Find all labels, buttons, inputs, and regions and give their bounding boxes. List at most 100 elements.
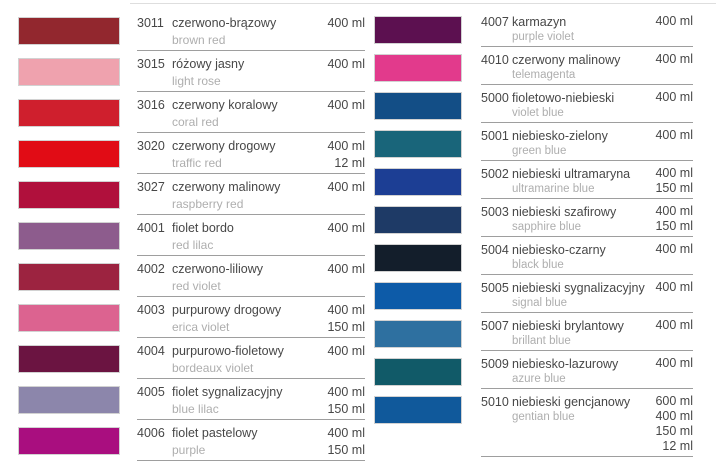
color-row-info: 4006 fiolet pastelowy purple 400 ml 150 m… xyxy=(137,420,365,461)
volume-value: 150 ml xyxy=(655,424,693,438)
color-name-pl: niebieski gencjanowy xyxy=(512,395,631,409)
color-row-info: 5004 niebiesko-czarny black blue 400 ml xyxy=(481,238,693,275)
color-name-pl: fiolet pastelowy xyxy=(172,426,258,440)
color-name-en: light rose xyxy=(172,74,221,88)
color-swatch xyxy=(374,206,462,234)
color-swatch xyxy=(18,304,120,332)
volume-value: 12 ml xyxy=(662,439,693,453)
color-code: 3016 xyxy=(137,98,165,112)
color-names: czerwony koralowy coral red xyxy=(172,97,327,130)
color-names: czerwony malinowy raspberry red xyxy=(172,179,327,212)
color-swatch xyxy=(18,58,120,86)
color-name-en: blue lilac xyxy=(172,402,219,416)
volume-value: 150 ml xyxy=(655,181,693,195)
volume-value: 150 ml xyxy=(327,442,365,457)
volume-list: 400 ml 150 ml xyxy=(327,302,365,335)
volume-list: 400 ml xyxy=(655,128,693,158)
color-swatch xyxy=(374,320,462,348)
volume-value: 400 ml xyxy=(655,280,693,294)
color-row-info: 4002 czerwono-liliowy red violet 400 ml xyxy=(137,256,365,297)
color-name-en: bordeaux violet xyxy=(172,361,254,375)
color-row-info: 5007 niebieski brylantowy brillant blue … xyxy=(481,314,693,351)
color-name-en: raspberry red xyxy=(172,197,244,211)
color-names: niebieski gencjanowy gentian blue xyxy=(512,394,655,454)
color-names: niebiesko-czarny black blue xyxy=(512,242,655,272)
color-name-pl: niebiesko-zielony xyxy=(512,129,608,143)
color-names: fioletowo-niebieski violet blue xyxy=(512,90,655,120)
color-name-pl: różowy jasny xyxy=(172,57,245,71)
color-row: 4007 karmazyn purple violet 400 ml xyxy=(374,10,693,48)
volume-list: 400 ml xyxy=(655,52,693,82)
color-swatch xyxy=(374,282,462,310)
color-row: 4005 fiolet sygnalizacyjny blue lilac 40… xyxy=(18,379,365,420)
color-row: 5005 niebieski sygnalizacyjny signal blu… xyxy=(374,276,693,314)
color-swatch xyxy=(374,396,462,424)
color-code: 4002 xyxy=(137,262,165,276)
color-code: 5004 xyxy=(481,243,509,257)
color-row-info: 4004 purpurowo-fioletowy bordeaux violet… xyxy=(137,338,365,379)
color-row-info: 5005 niebieski sygnalizacyjny signal blu… xyxy=(481,276,693,313)
color-name-en: azure blue xyxy=(512,373,566,385)
color-code: 3020 xyxy=(137,139,165,153)
color-row: 4001 fiolet bordo red lilac 400 ml xyxy=(18,215,365,256)
color-name-en: traffic red xyxy=(172,156,222,170)
color-names: karmazyn purple violet xyxy=(512,14,655,44)
color-code: 3015 xyxy=(137,57,165,71)
color-swatch xyxy=(18,263,120,291)
volume-value: 400 ml xyxy=(655,242,693,256)
volume-list: 400 ml xyxy=(327,179,365,212)
volume-value: 400 ml xyxy=(655,166,693,180)
color-row: 3027 czerwony malinowy raspberry red 400… xyxy=(18,174,365,215)
volume-list: 400 ml xyxy=(655,242,693,272)
color-name-en: purple xyxy=(172,443,206,457)
chart-column-right: 4007 karmazyn purple violet 400 ml 4010 … xyxy=(365,0,720,464)
volume-value: 400 ml xyxy=(327,16,365,30)
color-code: 4007 xyxy=(481,15,509,29)
volume-list: 400 ml xyxy=(327,343,365,376)
color-row-info: 3016 czerwony koralowy coral red 400 ml xyxy=(137,92,365,133)
color-name-en: black blue xyxy=(512,259,564,271)
color-name-pl: karmazyn xyxy=(512,15,567,29)
color-name-pl: czerwony drogowy xyxy=(172,139,276,153)
color-row-info: 3020 czerwony drogowy traffic red 400 ml… xyxy=(137,133,365,174)
color-row: 4003 purpurowy drogowy erica violet 400 … xyxy=(18,297,365,338)
volume-value: 400 ml xyxy=(327,57,365,71)
color-row: 3011 czerwono-brązowy brown red 400 ml xyxy=(18,10,365,51)
color-row: 5002 niebieski ultramaryna ultramarine b… xyxy=(374,162,693,200)
color-names: czerwono-brązowy brown red xyxy=(172,15,327,48)
color-name-en: gentian blue xyxy=(512,411,575,423)
color-code: 4006 xyxy=(137,426,165,440)
volume-value: 150 ml xyxy=(327,319,365,334)
color-name-en: red violet xyxy=(172,279,221,293)
color-names: czerwony malinowy telemagenta xyxy=(512,52,655,82)
color-name-pl: czerwony malinowy xyxy=(172,180,281,194)
color-name-en: brillant blue xyxy=(512,335,571,347)
color-swatch xyxy=(374,168,462,196)
color-names: niebiesko-lazurowy azure blue xyxy=(512,356,655,386)
volume-list: 400 ml xyxy=(655,356,693,386)
color-name-en: sapphire blue xyxy=(512,221,582,233)
volume-list: 400 ml xyxy=(655,280,693,310)
color-row: 5007 niebieski brylantowy brillant blue … xyxy=(374,314,693,352)
volume-list: 400 ml 150 ml xyxy=(655,166,693,196)
volume-list: 400 ml xyxy=(327,56,365,89)
color-names: czerwono-liliowy red violet xyxy=(172,261,327,294)
color-code: 3027 xyxy=(137,180,165,194)
color-code: 5005 xyxy=(481,281,509,295)
color-names: niebiesko-zielony green blue xyxy=(512,128,655,158)
color-code: 3011 xyxy=(137,16,164,30)
volume-value: 400 ml xyxy=(655,14,693,28)
color-names: różowy jasny light rose xyxy=(172,56,327,89)
volume-value: 600 ml xyxy=(655,394,693,408)
volume-list: 400 ml xyxy=(327,15,365,48)
color-code: 4010 xyxy=(481,53,509,67)
color-names: niebieski ultramaryna ultramarine blue xyxy=(512,166,655,196)
color-code: 5002 xyxy=(481,167,509,181)
color-swatch xyxy=(18,345,120,373)
volume-value: 150 ml xyxy=(655,219,693,233)
color-swatch xyxy=(18,386,120,414)
color-name-pl: purpurowo-fioletowy xyxy=(172,344,284,358)
color-row-info: 4001 fiolet bordo red lilac 400 ml xyxy=(137,215,365,256)
volume-list: 400 ml 150 ml xyxy=(327,384,365,417)
